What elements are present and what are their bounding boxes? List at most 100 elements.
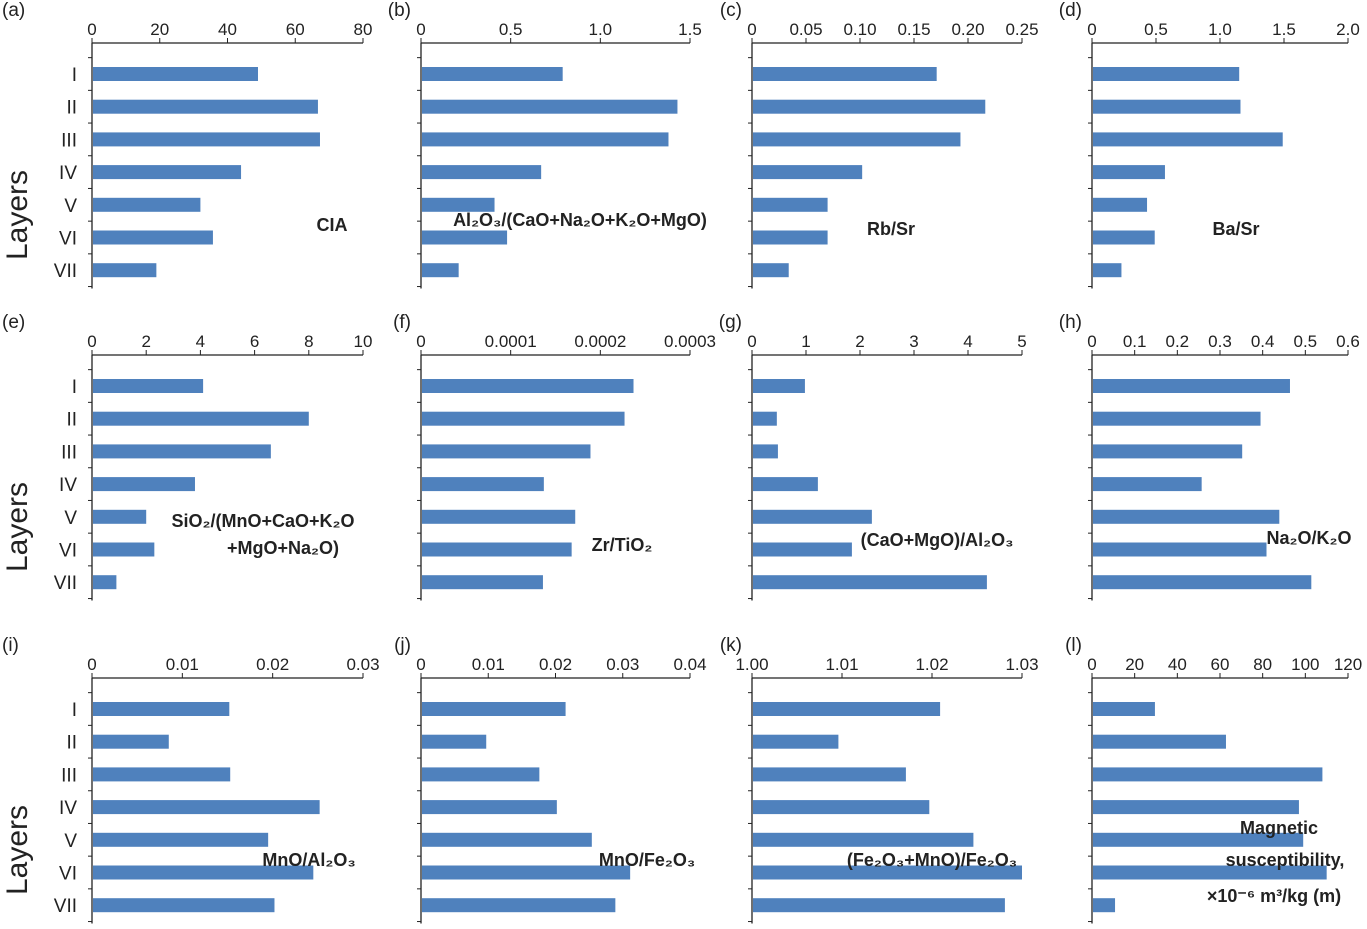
category-label: VII <box>54 573 77 594</box>
bar-ii <box>422 99 678 114</box>
x-tick-label: 1.02 <box>915 655 948 674</box>
category-label: I <box>72 65 77 86</box>
bar-ii <box>1093 99 1241 114</box>
category-label: VI <box>59 229 77 250</box>
panel-title: ×10⁻⁶ m³/kg (m) <box>1207 886 1341 906</box>
x-tick-label: 0.0002 <box>574 332 626 351</box>
panel-label: (f) <box>393 312 411 333</box>
x-tick-label: 1 <box>801 332 810 351</box>
bar-iii <box>422 132 669 147</box>
x-tick-label: 40 <box>218 20 237 39</box>
bar-iv <box>422 800 557 815</box>
category-label: III <box>61 130 77 151</box>
x-tick-label: 0 <box>416 655 425 674</box>
bar-iii <box>93 767 231 782</box>
x-tick-label: 2 <box>855 332 864 351</box>
bar-iii <box>422 444 591 459</box>
x-tick-label: 0.03 <box>346 655 379 674</box>
y-axis-label: Layers <box>1 170 34 260</box>
bar-iv <box>1093 477 1202 492</box>
x-tick-label: 0 <box>87 332 96 351</box>
bar-i <box>753 379 805 393</box>
x-tick-label: 0 <box>1087 332 1096 351</box>
bar-i <box>1093 379 1290 393</box>
x-tick-label: 0.05 <box>789 20 822 39</box>
bar-v <box>753 832 974 847</box>
bar-iii <box>753 767 906 782</box>
category-label: IV <box>59 475 77 496</box>
bar-ii <box>753 734 839 749</box>
panel-title: (CaO+MgO)/Al₂O₃ <box>861 530 1014 550</box>
x-tick-label: 20 <box>1125 655 1144 674</box>
bar-iii <box>93 132 320 147</box>
bar-iv <box>1093 165 1165 180</box>
bar-ii <box>93 734 169 749</box>
panel-label: (b) <box>388 0 411 21</box>
x-tick-label: 4 <box>196 332 205 351</box>
category-label: II <box>66 98 77 119</box>
x-tick-label: 8 <box>304 332 313 351</box>
panel-label: (d) <box>1059 0 1082 21</box>
panel-title: Al₂O₃/(CaO+Na₂O+K₂O+MgO) <box>453 210 707 230</box>
bar-ii <box>93 411 309 426</box>
x-tick-label: 0.15 <box>897 20 930 39</box>
category-label: V <box>64 508 77 529</box>
bar-iv <box>93 800 320 815</box>
panel-label: (k) <box>720 635 742 656</box>
bar-ii <box>422 411 625 426</box>
category-label: VI <box>59 541 77 562</box>
x-tick-label: 0.3 <box>1208 332 1232 351</box>
x-tick-label: 0 <box>416 332 425 351</box>
bar-vi <box>422 230 508 245</box>
panel-title: Zr/TiO₂ <box>592 535 653 555</box>
category-label: V <box>64 196 77 217</box>
x-tick-label: 10 <box>354 332 373 351</box>
bar-vi <box>93 542 155 557</box>
bar-iii <box>1093 444 1243 459</box>
bar-i <box>422 702 566 716</box>
x-tick-label: 0.5 <box>499 20 523 39</box>
x-tick-label: 0.0001 <box>485 332 537 351</box>
category-label: I <box>72 377 77 398</box>
panel-label: (j) <box>394 635 411 656</box>
panel-title: Rb/Sr <box>867 219 915 239</box>
bar-i <box>93 702 230 716</box>
bar-iv <box>753 800 930 815</box>
x-tick-label: 20 <box>150 20 169 39</box>
y-axis-label: Layers <box>1 805 34 895</box>
bar-v <box>1093 832 1304 847</box>
bar-vii <box>1093 263 1122 278</box>
bar-vii <box>422 263 459 278</box>
bar-vi <box>753 230 828 245</box>
x-tick-label: 4 <box>963 332 972 351</box>
panel-title: +MgO+Na₂O) <box>227 538 339 558</box>
x-tick-label: 1.5 <box>678 20 702 39</box>
x-tick-label: 120 <box>1334 655 1362 674</box>
category-label: III <box>61 442 77 463</box>
bar-ii <box>422 734 487 749</box>
x-tick-label: 80 <box>354 20 373 39</box>
x-tick-label: 60 <box>286 20 305 39</box>
bar-iii <box>1093 767 1323 782</box>
x-tick-label: 0.5 <box>1294 332 1318 351</box>
bar-iv <box>753 165 863 180</box>
category-label: III <box>61 765 77 786</box>
bar-vii <box>422 898 616 913</box>
bar-ii <box>753 411 777 426</box>
bar-v <box>93 509 147 524</box>
bar-vi <box>1093 542 1267 557</box>
x-tick-label: 0.1 <box>1123 332 1147 351</box>
bar-iii <box>753 444 778 459</box>
panel-title: Magnetic <box>1240 818 1318 838</box>
bar-v <box>422 197 495 212</box>
category-label: I <box>72 700 77 721</box>
panel-label: (e) <box>2 312 25 333</box>
bar-iv <box>93 477 195 492</box>
panel-label: (i) <box>2 635 19 656</box>
x-tick-label: 0.02 <box>539 655 572 674</box>
x-tick-label: 0.03 <box>606 655 639 674</box>
bar-vi <box>422 865 631 880</box>
x-tick-label: 2.0 <box>1336 20 1360 39</box>
bar-i <box>753 67 937 81</box>
